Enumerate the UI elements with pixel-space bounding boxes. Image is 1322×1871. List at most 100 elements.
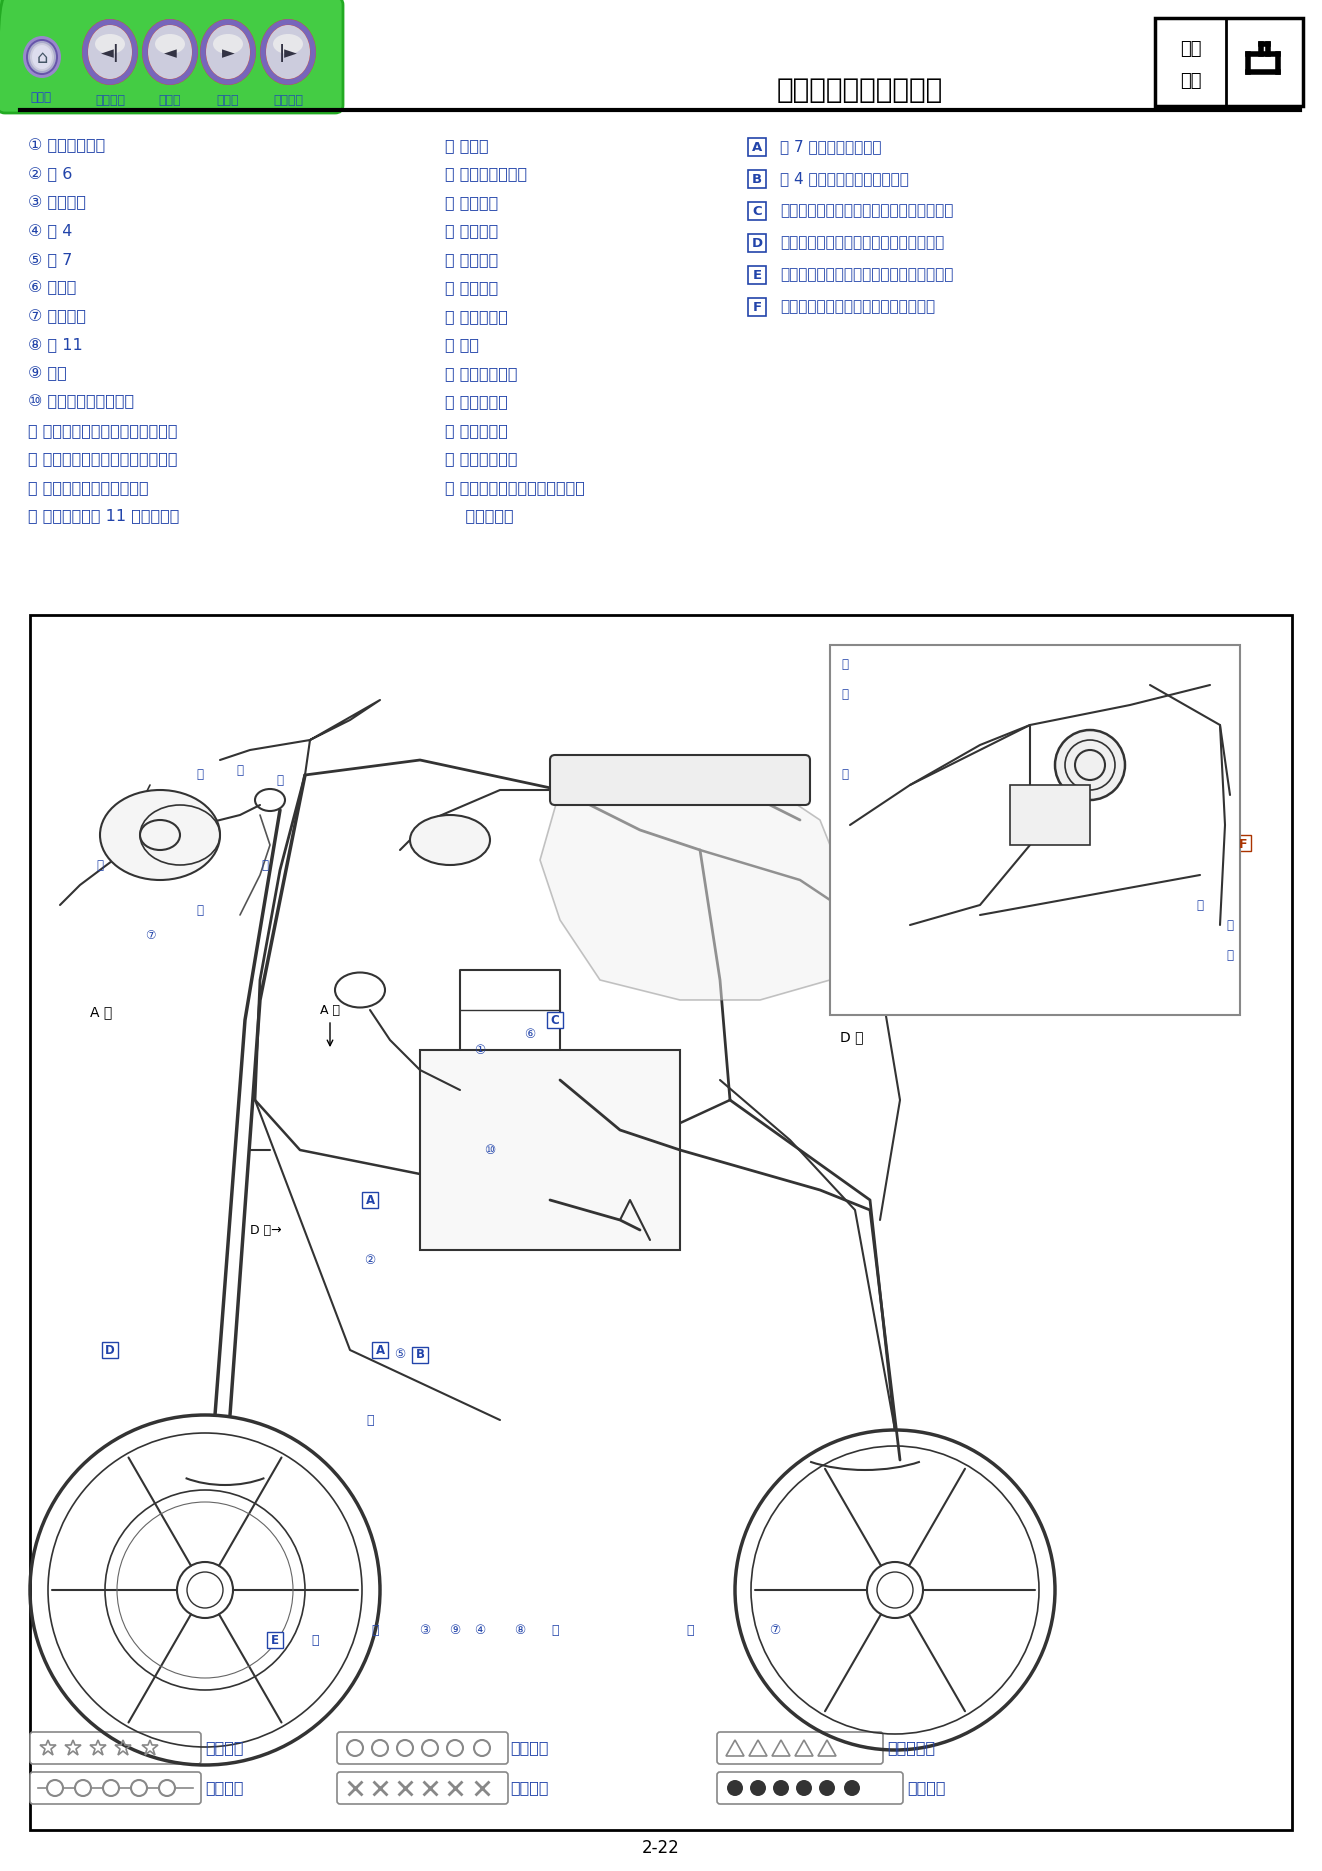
Circle shape xyxy=(131,1779,147,1796)
Circle shape xyxy=(843,1779,861,1796)
Ellipse shape xyxy=(266,24,309,79)
Circle shape xyxy=(75,1779,91,1796)
Text: ㉒ 車架: ㉒ 車架 xyxy=(446,337,479,352)
FancyBboxPatch shape xyxy=(30,1772,201,1804)
Text: D 圖→: D 圖→ xyxy=(250,1224,282,1237)
Ellipse shape xyxy=(32,45,52,69)
Bar xyxy=(1235,834,1251,851)
Text: ⑩ 夾環（固定汽油管）: ⑩ 夾環（固定汽油管） xyxy=(28,395,134,410)
Text: E: E xyxy=(271,1633,279,1646)
Text: 節流鋼索: 節流鋼索 xyxy=(510,1781,549,1796)
Text: 剎車鋼索: 剎車鋼索 xyxy=(510,1740,549,1755)
Text: ⑮ 溢流管: ⑮ 溢流管 xyxy=(446,138,489,153)
Text: C: C xyxy=(752,204,761,217)
Bar xyxy=(748,266,765,284)
Bar xyxy=(748,234,765,253)
Text: D 圖: D 圖 xyxy=(839,1031,863,1044)
Text: ⑦: ⑦ xyxy=(769,1624,780,1637)
Circle shape xyxy=(750,1779,765,1796)
Polygon shape xyxy=(539,760,861,999)
Text: ⑥: ⑥ xyxy=(525,1029,535,1042)
Text: A 圖: A 圖 xyxy=(90,1005,112,1020)
Text: C: C xyxy=(551,1014,559,1027)
Ellipse shape xyxy=(155,34,185,54)
Circle shape xyxy=(773,1779,789,1796)
Bar xyxy=(547,1012,563,1027)
Circle shape xyxy=(103,1779,119,1796)
Bar xyxy=(371,1342,387,1358)
Ellipse shape xyxy=(1055,730,1125,801)
Text: ⑪ 夾環（固定剎車鋼索在車架上）: ⑪ 夾環（固定剎車鋼索在車架上） xyxy=(28,423,177,438)
Circle shape xyxy=(346,1740,364,1757)
Circle shape xyxy=(475,1740,490,1757)
Text: F: F xyxy=(752,301,761,314)
Text: ㉓: ㉓ xyxy=(842,769,849,782)
Text: ⑳: ⑳ xyxy=(1196,898,1203,911)
Text: D: D xyxy=(106,1343,115,1356)
Text: ⑲: ⑲ xyxy=(237,763,243,776)
Text: ㉑: ㉑ xyxy=(262,859,268,872)
FancyBboxPatch shape xyxy=(717,1772,903,1804)
Text: 下個操作: 下個操作 xyxy=(274,94,303,107)
Text: ㉔ 喇叭引出線: ㉔ 喇叭引出線 xyxy=(446,395,508,410)
Text: 速度錶鋼索穿過固定座避免和前擋泥蓋碰觸: 速度錶鋼索穿過固定座避免和前擋泥蓋碰觸 xyxy=(780,268,953,283)
Circle shape xyxy=(48,1779,63,1796)
Text: ㉔: ㉔ xyxy=(842,659,849,672)
Text: 資料: 資料 xyxy=(1179,73,1202,90)
Bar xyxy=(1010,786,1091,846)
Text: ◄: ◄ xyxy=(164,45,176,62)
Text: ㉓ 主開關引出線: ㉓ 主開關引出線 xyxy=(446,367,517,382)
Text: B: B xyxy=(415,1349,424,1362)
Bar xyxy=(748,202,765,221)
Text: ② 管 6: ② 管 6 xyxy=(28,167,73,181)
Bar xyxy=(30,616,1292,1830)
Bar xyxy=(102,1342,118,1358)
Text: 剎車油管、鋼索、速度錶鋼索穿過固定座: 剎車油管、鋼索、速度錶鋼索穿過固定座 xyxy=(780,236,944,251)
Text: ㉖: ㉖ xyxy=(1227,919,1233,932)
Text: ⑥ 汽油管: ⑥ 汽油管 xyxy=(28,281,77,296)
Text: 出線夾住）: 出線夾住） xyxy=(446,509,514,524)
Text: E: E xyxy=(752,269,761,281)
Text: ㉖ 位置燈引出線: ㉖ 位置燈引出線 xyxy=(446,451,517,466)
Text: 鋼索及管路配線位置圖: 鋼索及管路配線位置圖 xyxy=(777,77,943,105)
Circle shape xyxy=(159,1779,175,1796)
Text: ⑦ 剎車鋼索: ⑦ 剎車鋼索 xyxy=(28,309,86,324)
Text: ④: ④ xyxy=(475,1624,485,1637)
Bar xyxy=(412,1347,428,1362)
Ellipse shape xyxy=(29,41,56,71)
Text: 回首頁: 回首頁 xyxy=(30,90,52,103)
FancyBboxPatch shape xyxy=(0,0,342,112)
Ellipse shape xyxy=(89,24,132,79)
Bar xyxy=(748,138,765,155)
Text: ⑯ 主開關鈕鎖總成: ⑯ 主開關鈕鎖總成 xyxy=(446,167,527,181)
Text: ⑮: ⑮ xyxy=(311,1633,319,1646)
Text: |►: |► xyxy=(279,45,297,62)
Text: A 圖: A 圖 xyxy=(320,1003,340,1016)
Text: ⑳ 剎車軟管: ⑳ 剎車軟管 xyxy=(446,281,498,296)
Text: ⑦: ⑦ xyxy=(144,928,155,941)
FancyArrowPatch shape xyxy=(328,1023,333,1046)
Text: ㉑ 速度錶鋼索: ㉑ 速度錶鋼索 xyxy=(446,309,508,324)
Bar xyxy=(420,1050,680,1250)
Text: 下一頁: 下一頁 xyxy=(217,94,239,107)
Bar xyxy=(362,1192,378,1209)
Bar xyxy=(830,645,1240,1014)
Text: ⌂: ⌂ xyxy=(36,49,48,67)
Text: ⑭ 夾環（固定管 11 在車架上）: ⑭ 夾環（固定管 11 在車架上） xyxy=(28,509,180,524)
Text: ③ 活性碳罐: ③ 活性碳罐 xyxy=(28,195,86,210)
Text: ⑭: ⑭ xyxy=(366,1413,374,1426)
Text: ⑬ 固定座（固定剎車鋼索）: ⑬ 固定座（固定剎車鋼索） xyxy=(28,481,148,496)
Text: 電線總成: 電線總成 xyxy=(205,1740,243,1755)
Text: 管 7 順著車架導管裝置: 管 7 順著車架導管裝置 xyxy=(780,138,882,153)
Text: ②: ② xyxy=(365,1254,375,1267)
Bar xyxy=(1155,19,1303,107)
Text: A: A xyxy=(752,140,761,153)
Text: ⑧: ⑧ xyxy=(514,1624,526,1637)
Ellipse shape xyxy=(200,19,256,84)
Ellipse shape xyxy=(148,24,192,79)
Text: 座墊鋼索: 座墊鋼索 xyxy=(907,1781,945,1796)
Ellipse shape xyxy=(141,19,198,84)
Text: ① 汽車泵浦總成: ① 汽車泵浦總成 xyxy=(28,138,106,153)
Text: ◄|: ◄| xyxy=(100,45,119,62)
Circle shape xyxy=(727,1779,743,1796)
